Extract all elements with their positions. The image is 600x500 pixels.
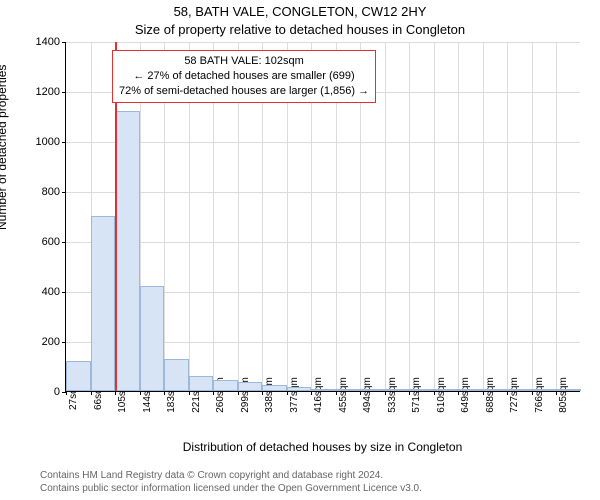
- x-tick-mark: [409, 391, 410, 395]
- x-tick-mark: [556, 391, 557, 395]
- y-tick-label: 600: [42, 236, 60, 248]
- gridline-v: [556, 42, 557, 391]
- x-tick-label: 455sqm: [336, 377, 349, 413]
- x-tick-label: 727sqm: [507, 377, 520, 413]
- chart-container: 58, BATH VALE, CONGLETON, CW12 2HY Size …: [0, 0, 600, 500]
- histogram-bar: [189, 376, 214, 391]
- x-tick-mark: [360, 391, 361, 395]
- x-tick-label: 533sqm: [385, 377, 398, 413]
- histogram-bar: [140, 286, 165, 391]
- histogram-bar: [409, 389, 434, 391]
- histogram-bar: [360, 389, 385, 391]
- histogram-bar: [164, 359, 189, 392]
- x-tick-mark: [483, 391, 484, 395]
- annotation-line1: 58 BATH VALE: 102sqm: [119, 54, 369, 69]
- y-tick-mark: [62, 342, 66, 343]
- x-tick-mark: [213, 391, 214, 395]
- annotation-line3: 72% of semi-detached houses are larger (…: [119, 84, 369, 99]
- y-tick-mark: [62, 92, 66, 93]
- y-tick-label: 400: [42, 286, 60, 298]
- y-axis-label: Number of detached properties: [0, 65, 9, 230]
- y-tick-label: 200: [42, 336, 60, 348]
- gridline-h: [66, 192, 580, 193]
- histogram-bar: [287, 387, 312, 391]
- y-tick-mark: [62, 142, 66, 143]
- y-tick-label: 0: [54, 386, 60, 398]
- x-tick-label: 766sqm: [532, 377, 545, 413]
- y-tick-label: 1000: [36, 136, 60, 148]
- histogram-bar: [262, 385, 287, 391]
- x-axis-label: Distribution of detached houses by size …: [65, 440, 580, 454]
- annotation-box: 58 BATH VALE: 102sqm ← 27% of detached h…: [112, 50, 376, 103]
- chart-title-line1: 58, BATH VALE, CONGLETON, CW12 2HY: [0, 4, 600, 19]
- histogram-bar: [115, 111, 140, 391]
- x-tick-mark: [66, 391, 67, 395]
- x-tick-label: 649sqm: [458, 377, 471, 413]
- x-tick-mark: [238, 391, 239, 395]
- footnote: Contains HM Land Registry data © Crown c…: [40, 469, 590, 495]
- histogram-bar: [311, 389, 336, 392]
- chart-title-line2: Size of property relative to detached ho…: [0, 22, 600, 37]
- gridline-h: [66, 42, 580, 43]
- x-tick-mark: [262, 391, 263, 395]
- x-tick-label: 688sqm: [483, 377, 496, 413]
- histogram-bar: [385, 389, 410, 391]
- gridline-v: [458, 42, 459, 391]
- x-tick-mark: [115, 391, 116, 395]
- histogram-bar: [336, 389, 361, 391]
- x-tick-label: 805sqm: [556, 377, 569, 413]
- footnote-line2: Contains public sector information licen…: [40, 482, 590, 495]
- plot-area: 58 BATH VALE: 102sqm ← 27% of detached h…: [65, 42, 580, 392]
- x-tick-label: 571sqm: [409, 377, 422, 413]
- annotation-line2: ← 27% of detached houses are smaller (69…: [119, 69, 369, 84]
- y-tick-label: 800: [42, 186, 60, 198]
- y-tick-label: 1200: [36, 86, 60, 98]
- x-tick-mark: [164, 391, 165, 395]
- x-tick-label: 416sqm: [311, 377, 324, 413]
- histogram-bar: [238, 382, 263, 391]
- x-tick-mark: [91, 391, 92, 395]
- x-tick-mark: [311, 391, 312, 395]
- gridline-v: [409, 42, 410, 391]
- x-tick-label: 377sqm: [287, 377, 300, 413]
- histogram-bar: [507, 389, 532, 391]
- x-tick-label: 494sqm: [360, 377, 373, 413]
- x-tick-mark: [385, 391, 386, 395]
- histogram-bar: [556, 389, 581, 391]
- x-tick-mark: [507, 391, 508, 395]
- histogram-bar: [434, 389, 459, 391]
- x-tick-mark: [532, 391, 533, 395]
- x-tick-label: 338sqm: [262, 377, 275, 413]
- x-tick-label: 610sqm: [434, 377, 447, 413]
- y-tick-mark: [62, 292, 66, 293]
- x-tick-mark: [434, 391, 435, 395]
- gridline-v: [385, 42, 386, 391]
- gridline-v: [532, 42, 533, 391]
- gridline-v: [434, 42, 435, 391]
- footnote-line1: Contains HM Land Registry data © Crown c…: [40, 469, 590, 482]
- gridline-h: [66, 242, 580, 243]
- x-tick-mark: [287, 391, 288, 395]
- x-tick-mark: [458, 391, 459, 395]
- gridline-v: [483, 42, 484, 391]
- histogram-bar: [66, 361, 91, 391]
- histogram-bar: [213, 380, 238, 391]
- y-tick-mark: [62, 242, 66, 243]
- histogram-bar: [532, 389, 557, 391]
- histogram-bar: [91, 216, 116, 391]
- histogram-bar: [458, 389, 483, 391]
- x-tick-mark: [140, 391, 141, 395]
- gridline-v: [507, 42, 508, 391]
- y-tick-label: 1400: [36, 36, 60, 48]
- y-tick-mark: [62, 192, 66, 193]
- x-tick-mark: [189, 391, 190, 395]
- histogram-bar: [483, 389, 508, 391]
- x-tick-mark: [336, 391, 337, 395]
- y-tick-mark: [62, 42, 66, 43]
- gridline-h: [66, 142, 580, 143]
